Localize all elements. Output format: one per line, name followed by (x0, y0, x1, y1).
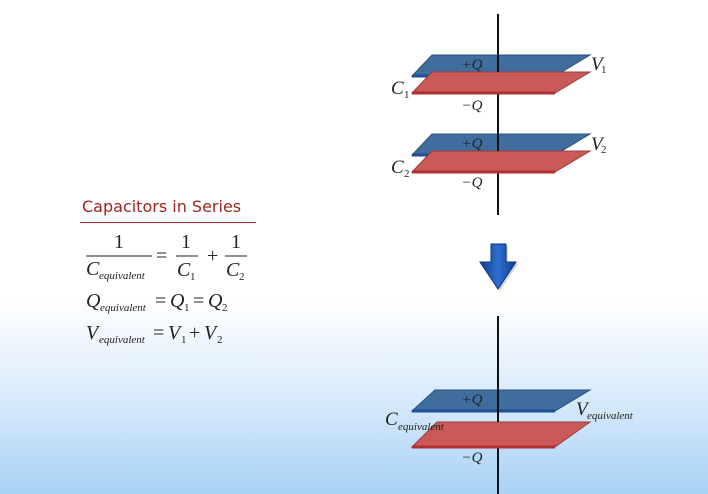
eq1-plus: + (207, 245, 218, 267)
capacitor-1-plus-charge: +Q (462, 57, 483, 73)
eq1-term2-num: 1 (231, 231, 241, 253)
eq3-equals: = (153, 322, 164, 344)
capacitor-1-minus-charge: −Q (462, 98, 483, 114)
eq1-equals: = (156, 245, 167, 267)
eq1-c-sub: equivalent (99, 270, 146, 282)
capacitor-1-voltage-letter: V (591, 54, 605, 75)
eq3-v1-letter: V (168, 322, 183, 344)
eq2-q1-letter: Q (170, 290, 185, 312)
eq2-equals-1: = (155, 290, 166, 312)
equivalent-top-plate (410, 389, 592, 412)
capacitor-1-label-sub: 1 (404, 89, 410, 101)
capacitor-2: +Q −Q C 2 V 2 (391, 133, 607, 191)
eq2-q1-sub: 1 (184, 302, 190, 314)
capacitor-2-plus-charge: +Q (462, 136, 483, 152)
eq3-plus: + (189, 322, 200, 344)
equation-1: 1 C equivalent = 1 C 1 + 1 C 2 (86, 231, 247, 283)
equivalent-plus-charge: +Q (462, 392, 483, 408)
eq1-term2-den-letter: C (226, 259, 240, 281)
eq3-lhs-sub: equivalent (99, 334, 146, 346)
capacitor-2-label-sub: 2 (404, 168, 410, 180)
capacitor-1-label-letter: C (391, 78, 404, 99)
capacitor-2-voltage-letter: V (591, 134, 605, 155)
eq2-q2-sub: 2 (222, 302, 228, 314)
capacitor-1-voltage-sub: 1 (601, 64, 607, 76)
equivalent-minus-charge: −Q (462, 450, 483, 466)
equivalent-voltage-sub: equivalent (587, 410, 634, 422)
capacitor-2-minus-charge: −Q (462, 175, 483, 191)
eq2-lhs-sub: equivalent (100, 302, 147, 314)
capacitor-1-bottom-plate (410, 71, 592, 94)
eq3-v2-sub: 2 (217, 334, 223, 346)
eq1-term1-den-sub: 1 (190, 271, 196, 283)
eq3-v1-sub: 1 (181, 334, 187, 346)
title-underline (80, 222, 256, 223)
title: Capacitors in Series (82, 197, 242, 216)
series-circuit: +Q −Q C 1 V 1 +Q −Q C 2 V 2 (391, 14, 607, 215)
eq1-term1-num: 1 (181, 231, 191, 253)
eq3-v2-letter: V (204, 322, 219, 344)
capacitor-2-bottom-plate (410, 150, 592, 173)
equivalent-label-sub: equivalent (398, 421, 445, 433)
eq2-equals-2: = (193, 290, 204, 312)
capacitor-1: +Q −Q C 1 V 1 (391, 54, 607, 114)
eq1-c-letter: C (86, 258, 100, 280)
down-arrow-icon (479, 243, 518, 291)
equivalent-voltage-letter: V (576, 399, 590, 420)
capacitor-2-voltage-sub: 2 (601, 144, 607, 156)
eq2-q2-letter: Q (208, 290, 223, 312)
eq2-lhs-letter: Q (86, 290, 101, 312)
eq1-term1-den-letter: C (177, 259, 191, 281)
equation-2: Q equivalent = Q 1 = Q 2 (86, 290, 228, 314)
equivalent-circuit: +Q −Q C equivalent V equivalent (385, 316, 634, 494)
capacitor-2-label-letter: C (391, 157, 404, 178)
eq1-numerator: 1 (114, 231, 124, 253)
equation-3: V equivalent = V 1 + V 2 (86, 322, 223, 346)
equivalent-label-letter: C (385, 409, 398, 430)
eq3-lhs-letter: V (86, 322, 101, 344)
eq1-term2-den-sub: 2 (239, 271, 245, 283)
